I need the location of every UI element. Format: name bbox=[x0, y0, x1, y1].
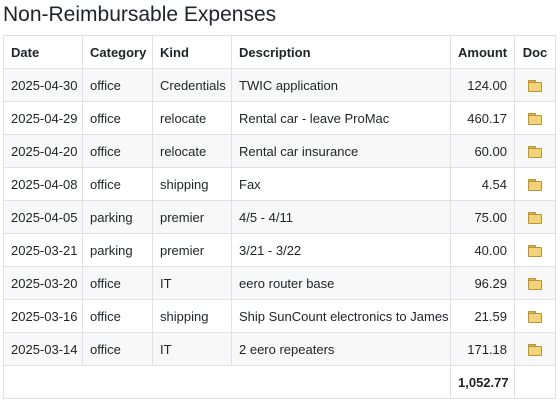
kind-cell: shipping bbox=[152, 167, 232, 201]
kind-cell: premier bbox=[152, 200, 232, 234]
description-cell: eero router base bbox=[231, 266, 451, 300]
date-cell: 2025-04-29 bbox=[3, 101, 83, 135]
folder-icon[interactable] bbox=[528, 245, 542, 258]
description-cell: Rental car insurance bbox=[231, 134, 451, 168]
doc-cell bbox=[514, 332, 556, 366]
column-header-description[interactable]: Description bbox=[231, 35, 451, 69]
description-cell: Ship SunCount electronics to James bbox=[231, 299, 451, 333]
date-cell: 2025-04-05 bbox=[3, 200, 83, 234]
date-cell: 2025-03-14 bbox=[3, 332, 83, 366]
folder-icon[interactable] bbox=[528, 212, 542, 225]
table-row: 2025-04-20 office relocate Rental car insur… bbox=[3, 134, 556, 168]
amount-cell: 21.59 bbox=[450, 299, 515, 333]
description-cell: 2 eero repeaters bbox=[231, 332, 451, 366]
kind-cell: Credentials bbox=[152, 68, 232, 102]
table-row: 2025-04-29 office relocate Rental car - lea… bbox=[3, 101, 556, 135]
table-row: 2025-04-08 office shipping Fax 4.54 bbox=[3, 167, 556, 201]
amount-cell: 40.00 bbox=[450, 233, 515, 267]
folder-icon[interactable] bbox=[528, 278, 542, 291]
doc-cell bbox=[514, 266, 556, 300]
table-row: 2025-04-05 parking premier 4/5 - 4/11 75.00 bbox=[3, 200, 556, 234]
doc-cell bbox=[514, 134, 556, 168]
amount-cell: 4.54 bbox=[450, 167, 515, 201]
date-cell: 2025-03-16 bbox=[3, 299, 83, 333]
table-row: 2025-03-14 office IT 2 eero repeaters 171.18 bbox=[3, 332, 556, 366]
date-cell: 2025-04-20 bbox=[3, 134, 83, 168]
amount-cell: 171.18 bbox=[450, 332, 515, 366]
kind-cell: IT bbox=[152, 266, 232, 300]
total-amount: 1,052.77 bbox=[450, 365, 515, 399]
description-cell: Rental car - leave ProMac bbox=[231, 101, 451, 135]
expenses-table: Date Category Kind Description Amount Do… bbox=[3, 35, 556, 399]
category-cell: office bbox=[82, 332, 153, 366]
category-cell: office bbox=[82, 167, 153, 201]
category-cell: parking bbox=[82, 200, 153, 234]
table-row: 2025-03-21 parking premier 3/21 - 3/22 40.00 bbox=[3, 233, 556, 267]
date-cell: 2025-04-08 bbox=[3, 167, 83, 201]
column-header-amount[interactable]: Amount bbox=[450, 35, 515, 69]
date-cell: 2025-03-21 bbox=[3, 233, 83, 267]
category-cell: parking bbox=[82, 233, 153, 267]
kind-cell: shipping bbox=[152, 299, 232, 333]
doc-cell bbox=[514, 167, 556, 201]
table-header: Date Category Kind Description Amount Do… bbox=[3, 35, 556, 69]
folder-icon[interactable] bbox=[528, 179, 542, 192]
amount-cell: 460.17 bbox=[450, 101, 515, 135]
category-cell: office bbox=[82, 134, 153, 168]
category-cell: office bbox=[82, 101, 153, 135]
column-header-category[interactable]: Category bbox=[82, 35, 153, 69]
total-spacer bbox=[3, 365, 451, 399]
amount-cell: 124.00 bbox=[450, 68, 515, 102]
amount-cell: 60.00 bbox=[450, 134, 515, 168]
total-doc-spacer bbox=[514, 365, 556, 399]
table-row: 2025-03-20 office IT eero router base 96.29 bbox=[3, 266, 556, 300]
amount-cell: 75.00 bbox=[450, 200, 515, 234]
doc-cell bbox=[514, 101, 556, 135]
category-cell: office bbox=[82, 68, 153, 102]
description-cell: 3/21 - 3/22 bbox=[231, 233, 451, 267]
category-cell: office bbox=[82, 266, 153, 300]
doc-cell bbox=[514, 200, 556, 234]
column-header-date[interactable]: Date bbox=[3, 35, 83, 69]
kind-cell: relocate bbox=[152, 101, 232, 135]
kind-cell: IT bbox=[152, 332, 232, 366]
folder-icon[interactable] bbox=[528, 146, 542, 159]
column-header-doc[interactable]: Doc bbox=[514, 35, 556, 69]
folder-icon[interactable] bbox=[528, 311, 542, 324]
date-cell: 2025-04-30 bbox=[3, 68, 83, 102]
amount-cell: 96.29 bbox=[450, 266, 515, 300]
header-row: Date Category Kind Description Amount Do… bbox=[3, 35, 556, 69]
table-row: 2025-04-30 office Credentials TWIC applicat… bbox=[3, 68, 556, 102]
table-body: 2025-04-30 office Credentials TWIC applicat… bbox=[3, 68, 556, 366]
description-cell: 4/5 - 4/11 bbox=[231, 200, 451, 234]
kind-cell: relocate bbox=[152, 134, 232, 168]
folder-icon[interactable] bbox=[528, 113, 542, 126]
total-row: 1,052.77 bbox=[3, 365, 556, 399]
doc-cell bbox=[514, 299, 556, 333]
table-footer: 1,052.77 bbox=[3, 365, 556, 399]
category-cell: office bbox=[82, 299, 153, 333]
kind-cell: premier bbox=[152, 233, 232, 267]
description-cell: TWIC application bbox=[231, 68, 451, 102]
column-header-kind[interactable]: Kind bbox=[152, 35, 232, 69]
doc-cell bbox=[514, 233, 556, 267]
doc-cell bbox=[514, 68, 556, 102]
page-title: Non-Reimbursable Expenses bbox=[3, 3, 277, 26]
folder-icon[interactable] bbox=[528, 344, 542, 357]
table-row: 2025-03-16 office shipping Ship SunCount el… bbox=[3, 299, 556, 333]
description-cell: Fax bbox=[231, 167, 451, 201]
folder-icon[interactable] bbox=[528, 80, 542, 93]
date-cell: 2025-03-20 bbox=[3, 266, 83, 300]
